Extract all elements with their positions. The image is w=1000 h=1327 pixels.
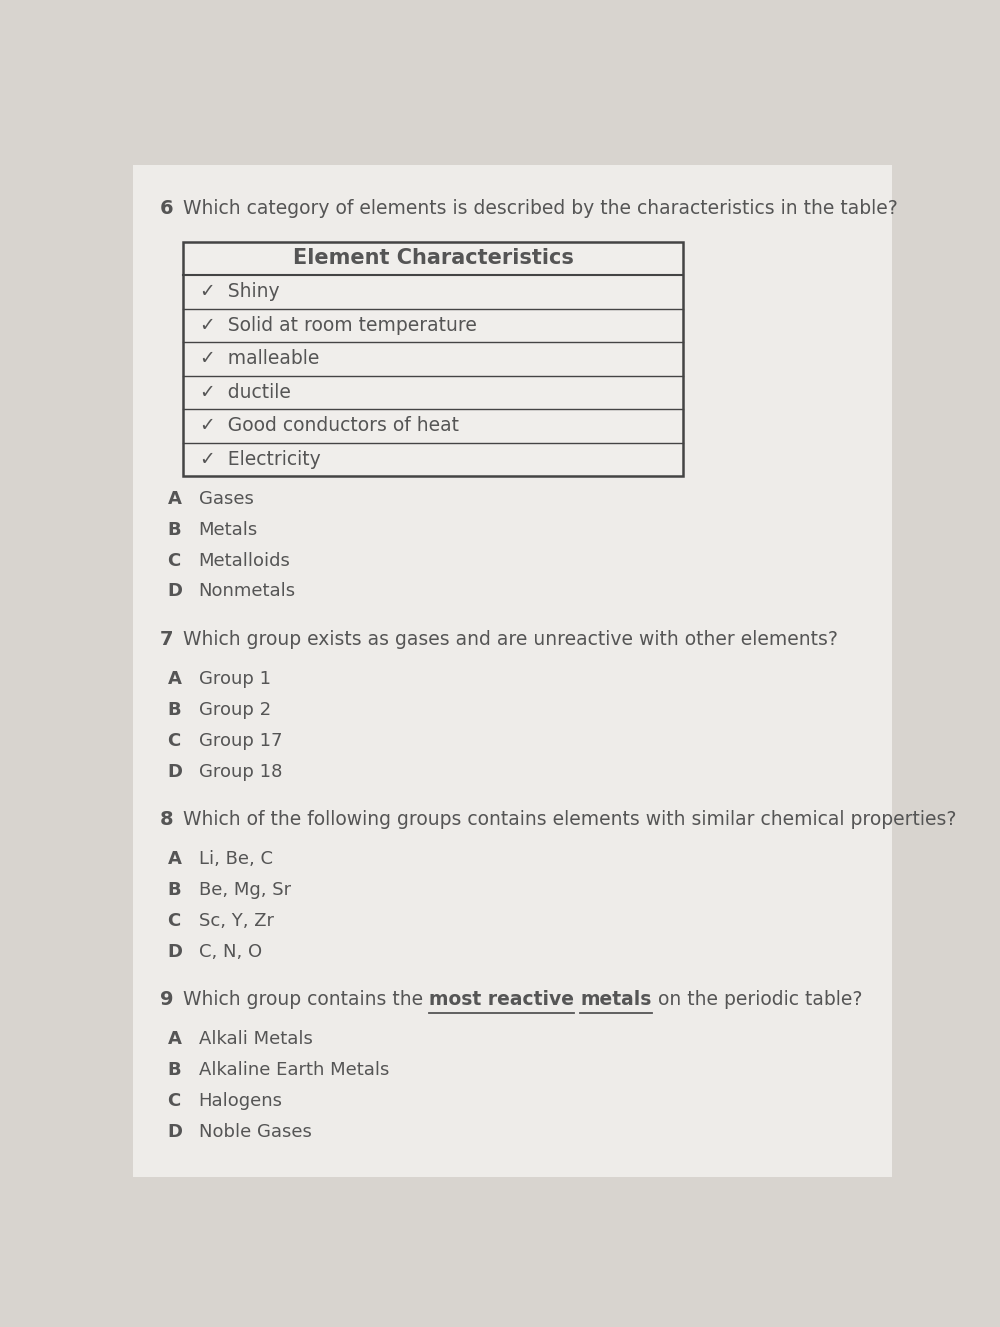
Text: Which group exists as gases and are unreactive with other elements?: Which group exists as gases and are unre… [183,630,838,649]
Text: Sc, Y, Zr: Sc, Y, Zr [199,912,274,930]
Text: A: A [168,490,182,508]
Text: Noble Gases: Noble Gases [199,1123,312,1141]
Text: ✓  Shiny: ✓ Shiny [200,283,280,301]
Text: D: D [168,763,183,780]
Text: Li, Be, C: Li, Be, C [199,851,273,868]
Text: B: B [168,520,181,539]
Text: C: C [168,552,181,569]
Text: B: B [168,701,181,719]
Text: Alkaline Earth Metals: Alkaline Earth Metals [199,1062,389,1079]
Text: Which group contains the: Which group contains the [183,990,429,1010]
Bar [183,242,683,476]
Text: C: C [168,912,181,930]
Text: Group 17: Group 17 [199,731,282,750]
Text: 9: 9 [160,990,173,1010]
Text: Which of the following groups contains elements with similar chemical properties: Which of the following groups contains e… [183,811,956,829]
FancyBboxPatch shape [133,165,892,1177]
Text: ✓  ductile: ✓ ductile [200,384,291,402]
Text: ✓  Solid at room temperature: ✓ Solid at room temperature [200,316,477,334]
Text: Halogens: Halogens [199,1092,283,1111]
Text: C: C [168,1092,181,1111]
Text: Be, Mg, Sr: Be, Mg, Sr [199,881,291,900]
Text: C: C [168,731,181,750]
Text: C, N, O: C, N, O [199,942,262,961]
Text: B: B [168,1062,181,1079]
Text: A: A [168,851,182,868]
Text: Group 18: Group 18 [199,763,282,780]
Text: 8: 8 [160,811,174,829]
Text: A: A [168,1031,182,1048]
Text: metals: metals [580,990,652,1010]
Text: D: D [168,1123,183,1141]
Text: Nonmetals: Nonmetals [199,583,296,600]
Text: D: D [168,942,183,961]
Text: ✓  malleable: ✓ malleable [200,349,320,369]
Text: Metals: Metals [199,520,258,539]
Text: 7: 7 [160,630,173,649]
Text: on the periodic table?: on the periodic table? [652,990,862,1010]
Text: Group 2: Group 2 [199,701,271,719]
Text: Which category of elements is described by the characteristics in the table?: Which category of elements is described … [183,199,898,218]
Text: Element Characteristics: Element Characteristics [293,248,574,268]
Text: D: D [168,583,183,600]
Text: Group 1: Group 1 [199,670,271,689]
Text: Gases: Gases [199,490,254,508]
Text: ✓  Electricity: ✓ Electricity [200,450,321,468]
Text: Alkali Metals: Alkali Metals [199,1031,312,1048]
Text: B: B [168,881,181,900]
Text: Metalloids: Metalloids [199,552,290,569]
Text: 6: 6 [160,199,174,218]
Text: ✓  Good conductors of heat: ✓ Good conductors of heat [200,417,459,435]
Text: most reactive: most reactive [429,990,574,1010]
Text: A: A [168,670,182,689]
